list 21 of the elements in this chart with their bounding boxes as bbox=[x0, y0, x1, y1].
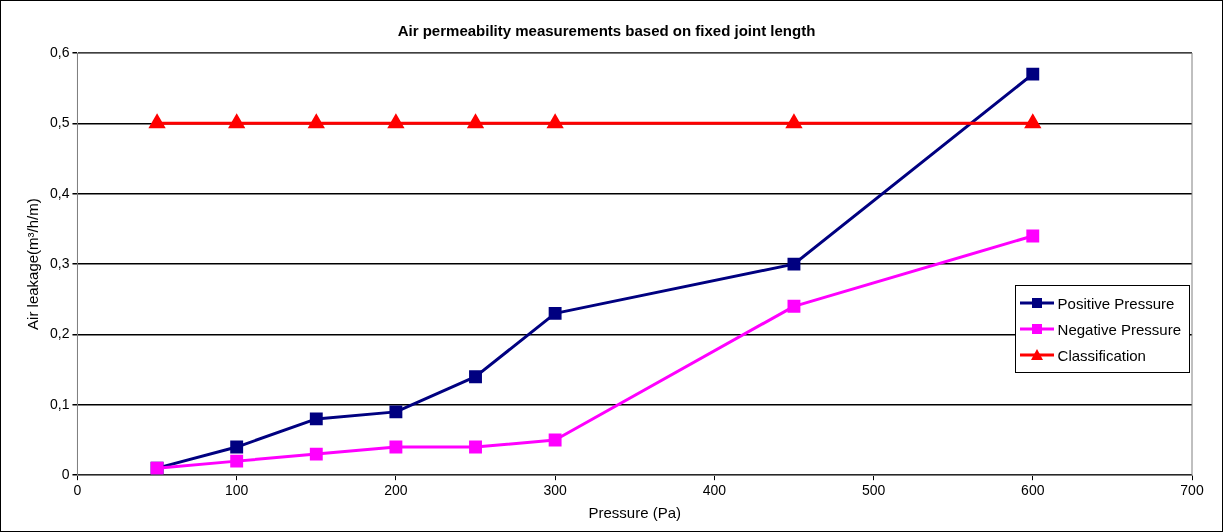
legend-label: Negative Pressure bbox=[1057, 320, 1181, 338]
chart-title: Air permeability measurements based on fixed joint length bbox=[397, 22, 816, 40]
x-tick-label: 0 bbox=[73, 482, 82, 499]
y-tick-label: 0,6 bbox=[49, 43, 70, 60]
y-axis-title: Air leakage(m³/h/m) bbox=[24, 198, 42, 330]
legend-label: Positive Pressure bbox=[1057, 294, 1175, 312]
y-tick-label: 0,2 bbox=[49, 325, 70, 342]
x-tick-label: 700 bbox=[1180, 482, 1204, 499]
y-tick-label: 0,3 bbox=[49, 254, 70, 271]
legend-label: Classification bbox=[1057, 346, 1146, 364]
y-tick-label: 0 bbox=[61, 466, 70, 483]
x-tick-label: 400 bbox=[702, 482, 727, 499]
y-tick-label: 0,5 bbox=[49, 114, 70, 131]
x-tick-label: 500 bbox=[861, 482, 886, 499]
x-tick-label: 600 bbox=[1021, 482, 1045, 499]
y-tick-label: 0,1 bbox=[49, 395, 70, 412]
x-tick-label: 100 bbox=[225, 482, 249, 499]
y-tick-label: 0,4 bbox=[49, 184, 70, 201]
x-axis-title: Pressure (Pa) bbox=[588, 504, 681, 522]
x-tick-label: 200 bbox=[384, 482, 408, 499]
x-tick-label: 300 bbox=[543, 482, 568, 499]
